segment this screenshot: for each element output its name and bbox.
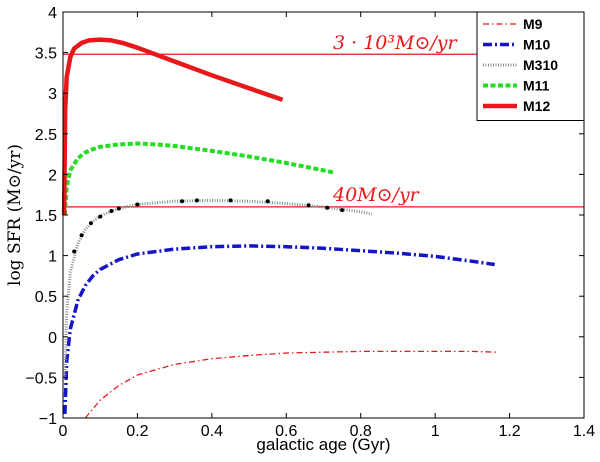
legend-label-m12: M12 (523, 98, 550, 114)
y-tick-label: −1 (39, 411, 57, 428)
series-line-m9 (84, 350, 499, 419)
legend-label-m310: M310 (523, 57, 558, 73)
m310-marker (72, 249, 77, 254)
m310-marker (340, 208, 345, 213)
legend-box (476, 11, 585, 121)
axis-tick-labels: 0 0.2 0.4 0.6 0.8 1 1.2 1.4 −1 −0.5 0 0.5 1 1.5 2 2.5 3 3… (25, 5, 595, 440)
x-tick-label: 1.2 (498, 423, 520, 440)
legend-label-m9: M9 (523, 16, 543, 32)
reference-label-low: 40M⊙/yr (332, 184, 421, 206)
legend-label-m10: M10 (523, 37, 550, 53)
x-tick-label: 1 (431, 423, 440, 440)
x-tick-label: 0.4 (201, 423, 223, 440)
m310-marker (79, 233, 84, 238)
y-tick-label: 4 (48, 5, 57, 22)
m310-marker (180, 199, 185, 204)
m310-marker (325, 205, 330, 210)
x-tick-label: 0.6 (275, 423, 297, 440)
reference-label-high: 3 · 10³M⊙/yr (333, 32, 459, 54)
y-tick-label: 2.5 (35, 127, 57, 144)
m310-marker (228, 198, 233, 203)
series-line-m11 (62, 141, 336, 216)
y-tick-label: 2 (48, 167, 57, 184)
y-tick-label: 1.5 (35, 208, 57, 225)
legend: M9 M10 M310 M11 M12 (476, 11, 585, 121)
m310-marker (109, 208, 114, 213)
series-layer (61, 37, 499, 419)
m310-marker (98, 214, 103, 219)
m310-marker (135, 202, 140, 207)
x-tick-label: 0.2 (126, 423, 148, 440)
m310-markers (72, 198, 345, 254)
y-tick-label: 0 (48, 330, 57, 347)
x-tick-label: 0.8 (350, 423, 372, 440)
series-line-m12 (61, 37, 284, 216)
y-tick-label: 3 (48, 86, 57, 103)
x-tick-label: 1.4 (573, 423, 595, 440)
m310-marker (306, 203, 311, 208)
x-tick-label: 0 (59, 423, 68, 440)
y-axis-title: log SFR (M⊙/yr) (5, 144, 25, 286)
x-axis-title: galactic age (Gyr) (256, 435, 390, 454)
y-tick-label: 0.5 (35, 289, 57, 306)
m310-marker (265, 199, 270, 204)
y-tick-label: −0.5 (25, 370, 57, 387)
legend-label-m11: M11 (523, 78, 550, 94)
m310-marker (116, 206, 121, 211)
y-tick-label: 1 (48, 249, 57, 266)
m310-marker (88, 221, 93, 226)
series-line-m310 (63, 198, 373, 378)
y-tick-label: 3.5 (35, 46, 57, 63)
series-line-m10 (63, 244, 495, 414)
m310-marker (194, 198, 199, 203)
